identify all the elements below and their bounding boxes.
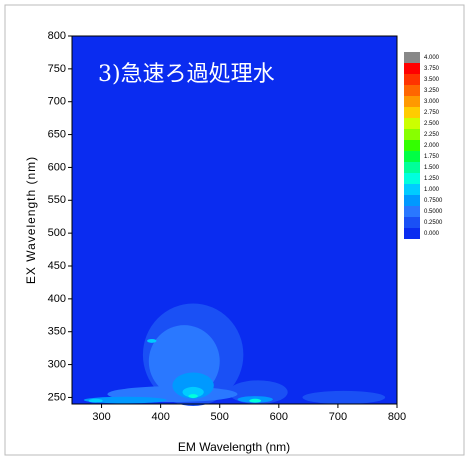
legend-swatch (404, 195, 420, 206)
y-tick-label: 750 (48, 63, 66, 75)
legend-label: 3.250 (424, 88, 440, 94)
y-axis-label: EX Wavelength (nm) (24, 156, 38, 284)
legend-swatch (404, 184, 420, 195)
legend-label: 0.5000 (424, 209, 443, 215)
contour-region (188, 394, 197, 398)
legend-label: 3.500 (424, 77, 440, 83)
y-tick-label: 800 (48, 30, 66, 42)
x-tick-label: 500 (211, 411, 229, 423)
legend-label: 1.250 (424, 176, 440, 182)
legend-label: 1.000 (424, 187, 440, 193)
legend-label: 3.750 (424, 66, 440, 72)
contour-region (89, 399, 103, 403)
legend-swatch (404, 151, 420, 162)
y-tick-label: 700 (48, 96, 66, 108)
y-tick-label: 650 (48, 128, 66, 140)
y-tick-label: 250 (48, 391, 66, 403)
legend-swatch (404, 118, 420, 129)
legend-label: 1.500 (424, 165, 440, 171)
legend-label: 0.000 (424, 231, 440, 237)
legend-swatch (404, 140, 420, 151)
legend-label: 0.7500 (424, 198, 443, 204)
x-tick-label: 600 (270, 411, 288, 423)
legend-label: 1.750 (424, 154, 440, 160)
y-tick-label: 600 (48, 161, 66, 173)
x-tick-label: 800 (388, 411, 406, 423)
legend-label: 2.500 (424, 121, 440, 127)
legend-swatch (404, 74, 420, 85)
x-tick-label: 700 (329, 411, 347, 423)
legend-swatch (404, 107, 420, 118)
legend-swatch (404, 173, 420, 184)
contour-region (249, 399, 261, 403)
contour-region (147, 339, 156, 343)
x-axis-label: EM Wavelength (nm) (178, 440, 290, 454)
legend-swatch (404, 217, 420, 228)
page: {"chart_data": {"type": "contour", "anno… (0, 0, 470, 457)
plot-area (72, 36, 397, 406)
legend-swatch (404, 96, 420, 107)
x-tick-label: 400 (151, 411, 169, 423)
legend-swatch (404, 228, 420, 239)
contour-region (302, 391, 385, 404)
x-tick-label: 300 (92, 411, 110, 423)
legend-label: 3.000 (424, 99, 440, 105)
y-tick-label: 450 (48, 260, 66, 272)
legend-label: 2.250 (424, 132, 440, 138)
legend-swatch (404, 85, 420, 96)
legend-swatch (404, 206, 420, 217)
legend-swatch (404, 162, 420, 173)
legend-label: 2.000 (424, 143, 440, 149)
y-tick-label: 550 (48, 194, 66, 206)
legend-swatch (404, 52, 420, 63)
y-tick-label: 400 (48, 293, 66, 305)
legend-label: 4.000 (424, 55, 440, 61)
legend-swatch (404, 63, 420, 74)
legend-swatch (404, 129, 420, 140)
y-tick-label: 300 (48, 358, 66, 370)
legend-label: 0.2500 (424, 220, 443, 226)
y-tick-label: 500 (48, 227, 66, 239)
y-tick-label: 350 (48, 326, 66, 338)
chart: 3)急速ろ過処理水 EM Wavelength (nm) EX Waveleng… (0, 0, 470, 457)
legend-label: 2.750 (424, 110, 440, 116)
annotation: 3)急速ろ過処理水 (98, 62, 275, 87)
